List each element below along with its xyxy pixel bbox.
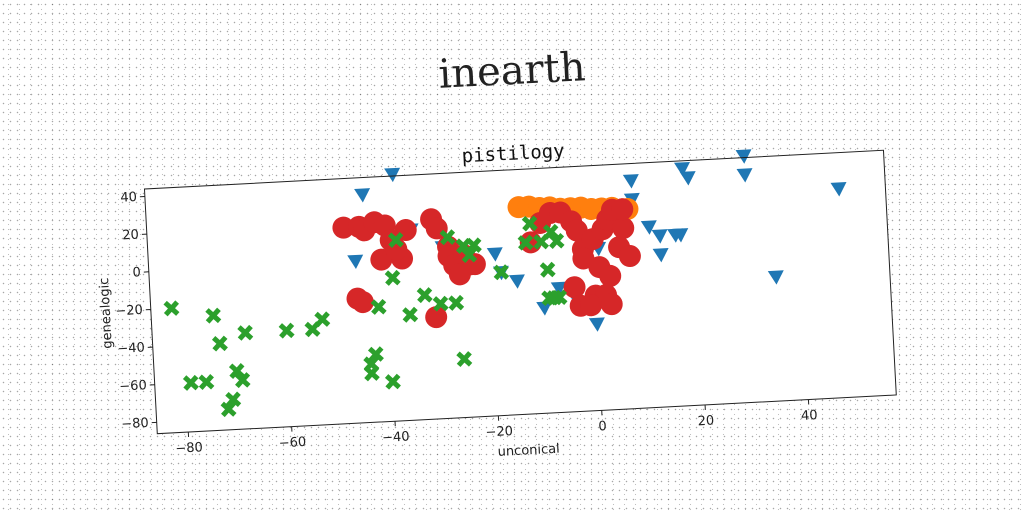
data-point bbox=[363, 365, 380, 382]
data-point bbox=[211, 335, 228, 352]
y-tick-label: −80 bbox=[121, 416, 149, 432]
data-point bbox=[640, 220, 657, 235]
y-tick-label: 0 bbox=[132, 265, 141, 280]
y-axis-label: genealogic bbox=[97, 277, 116, 349]
data-point bbox=[517, 234, 534, 251]
data-point bbox=[493, 264, 510, 281]
data-point bbox=[182, 374, 199, 391]
data-point bbox=[508, 274, 525, 289]
data-point bbox=[735, 149, 752, 164]
y-tick-label: −60 bbox=[119, 378, 147, 394]
data-point bbox=[237, 324, 254, 341]
data-point bbox=[402, 306, 419, 323]
data-point bbox=[599, 264, 622, 287]
data-point bbox=[314, 311, 331, 328]
data-point bbox=[580, 294, 603, 317]
data-point bbox=[622, 174, 639, 189]
series-3 bbox=[163, 215, 568, 418]
x-tick-label: −60 bbox=[278, 435, 306, 451]
x-tick-label: 0 bbox=[598, 419, 607, 434]
data-point bbox=[539, 261, 556, 278]
data-point bbox=[351, 291, 374, 314]
data-point bbox=[652, 247, 669, 263]
data-point bbox=[332, 216, 355, 239]
data-point bbox=[198, 374, 215, 391]
series-2 bbox=[332, 198, 641, 329]
x-tick-label: −80 bbox=[175, 440, 203, 456]
data-point bbox=[384, 167, 401, 183]
x-tick-label: −20 bbox=[485, 424, 513, 440]
y-tick-label: −20 bbox=[115, 303, 143, 319]
data-point bbox=[611, 198, 634, 221]
y-tick-label: −40 bbox=[117, 341, 145, 357]
data-point bbox=[228, 363, 245, 379]
x-tick-label: 20 bbox=[697, 414, 714, 430]
data-point bbox=[205, 307, 222, 324]
x-tick-label: 40 bbox=[801, 408, 818, 424]
data-point bbox=[439, 229, 456, 246]
data-point bbox=[220, 401, 237, 418]
data-point bbox=[618, 245, 641, 268]
data-point bbox=[548, 233, 565, 249]
data-point bbox=[425, 306, 448, 329]
data-point bbox=[551, 289, 568, 306]
chart-figure: −80 −60 −40 −20 0 20 40 −80 −60 −40 −20 0 20 40 pist… bbox=[86, 89, 933, 482]
data-point bbox=[736, 168, 753, 183]
data-point bbox=[465, 237, 482, 254]
scatter-chart: −80 −60 −40 −20 0 20 40 −80 −60 −40 −20 0 20 40 pist… bbox=[97, 140, 897, 460]
data-point bbox=[679, 171, 696, 186]
data-point bbox=[416, 287, 433, 304]
data-point bbox=[830, 182, 847, 197]
data-point bbox=[542, 223, 559, 240]
data-point bbox=[550, 281, 567, 297]
data-point bbox=[234, 372, 251, 389]
data-point bbox=[456, 351, 473, 368]
data-point bbox=[387, 232, 404, 248]
x-tick-label: −40 bbox=[382, 429, 410, 445]
data-point bbox=[767, 270, 784, 285]
data-point bbox=[563, 276, 586, 299]
chart-title: pistilogy bbox=[461, 140, 565, 167]
plot-background bbox=[144, 150, 897, 434]
data-point bbox=[448, 294, 465, 311]
data-point bbox=[370, 298, 387, 315]
data-point bbox=[384, 373, 401, 390]
data-point bbox=[588, 317, 605, 332]
data-point bbox=[486, 247, 503, 262]
data-point bbox=[651, 229, 668, 244]
data-point bbox=[354, 188, 371, 203]
data-point bbox=[225, 391, 242, 408]
data-point bbox=[163, 300, 180, 317]
data-point bbox=[278, 322, 295, 339]
data-point bbox=[600, 293, 623, 316]
data-point bbox=[367, 346, 384, 363]
data-point bbox=[384, 269, 401, 286]
plot-frame bbox=[143, 149, 897, 435]
data-point bbox=[521, 215, 538, 232]
data-point bbox=[461, 247, 478, 263]
y-tick-label: 40 bbox=[120, 190, 137, 206]
y-tick-label: 20 bbox=[122, 228, 139, 244]
x-axis-label: unconical bbox=[497, 442, 560, 460]
data-point bbox=[674, 161, 690, 177]
data-point bbox=[536, 301, 553, 316]
data-point bbox=[432, 295, 449, 312]
data-point bbox=[672, 228, 689, 243]
data-point bbox=[463, 253, 486, 276]
data-point bbox=[347, 254, 364, 269]
data-point bbox=[612, 217, 635, 240]
